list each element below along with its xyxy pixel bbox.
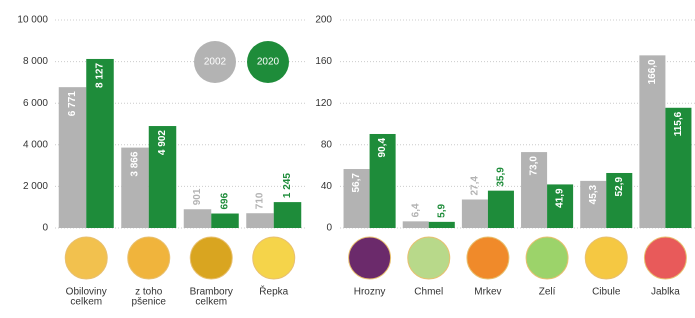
bar <box>274 202 302 228</box>
value-label: 3 866 <box>130 151 141 176</box>
value-label: 56,7 <box>351 173 362 193</box>
value-label: 73,0 <box>529 156 540 176</box>
y-tick-label: 4 000 <box>23 139 48 150</box>
x-tick-label: celkem <box>195 297 227 308</box>
category-icon <box>467 237 509 279</box>
value-label: 27,4 <box>470 176 481 196</box>
y-tick-label: 10 000 <box>17 15 48 26</box>
value-label: 35,9 <box>496 167 507 187</box>
value-label: 6,4 <box>410 203 421 217</box>
chart: 02 0004 0006 0008 00010 000Obilovinycelk… <box>0 0 695 318</box>
bar <box>246 213 274 228</box>
value-label: 5,9 <box>436 204 447 218</box>
y-tick-label: 80 <box>321 139 333 150</box>
value-label: 45,3 <box>588 184 599 204</box>
value-label: 166,0 <box>647 59 658 84</box>
category-icon <box>408 237 450 279</box>
value-label: 115,6 <box>673 111 684 136</box>
value-label: 41,9 <box>555 188 566 208</box>
bar <box>211 214 239 228</box>
x-tick-label: Chmel <box>414 287 443 298</box>
x-tick-label: Hrozny <box>354 287 386 298</box>
x-tick-label: Cibule <box>592 287 621 298</box>
bar <box>462 200 488 228</box>
bar <box>488 191 514 228</box>
value-label: 8 127 <box>95 63 106 88</box>
value-label: 901 <box>192 188 203 205</box>
y-tick-label: 6 000 <box>23 98 48 109</box>
y-tick-label: 160 <box>315 56 332 67</box>
x-tick-label: Řepka <box>259 285 288 298</box>
y-tick-label: 200 <box>315 15 332 26</box>
bar <box>403 221 429 228</box>
category-icon <box>190 237 232 279</box>
y-tick-label: 120 <box>315 98 332 109</box>
category-icon <box>526 237 568 279</box>
category-icon <box>65 237 107 279</box>
legend-label: 2002 <box>204 57 227 68</box>
bar <box>184 209 212 228</box>
value-label: 90,4 <box>377 138 388 158</box>
value-label: 710 <box>255 192 266 209</box>
y-tick-label: 8 000 <box>23 56 48 67</box>
y-tick-label: 40 <box>321 181 333 192</box>
x-tick-label: Zelí <box>539 287 556 298</box>
category-icon <box>128 237 170 279</box>
category-icon <box>349 237 391 279</box>
y-tick-label: 0 <box>42 223 48 234</box>
category-icon <box>253 237 295 279</box>
x-tick-label: Mrkev <box>474 287 501 298</box>
y-tick-label: 2 000 <box>23 181 48 192</box>
value-label: 696 <box>220 192 231 209</box>
value-label: 4 902 <box>157 130 168 155</box>
y-tick-label: 0 <box>326 223 332 234</box>
x-tick-label: pšenice <box>132 297 167 308</box>
category-icon <box>644 237 686 279</box>
x-tick-label: Jablka <box>651 287 680 298</box>
value-label: 6 771 <box>67 91 78 116</box>
legend-label: 2020 <box>257 57 280 68</box>
value-label: 52,9 <box>614 177 625 197</box>
value-label: 1 245 <box>282 173 293 198</box>
x-tick-label: celkem <box>70 297 102 308</box>
category-icon <box>585 237 627 279</box>
bar <box>429 222 455 228</box>
